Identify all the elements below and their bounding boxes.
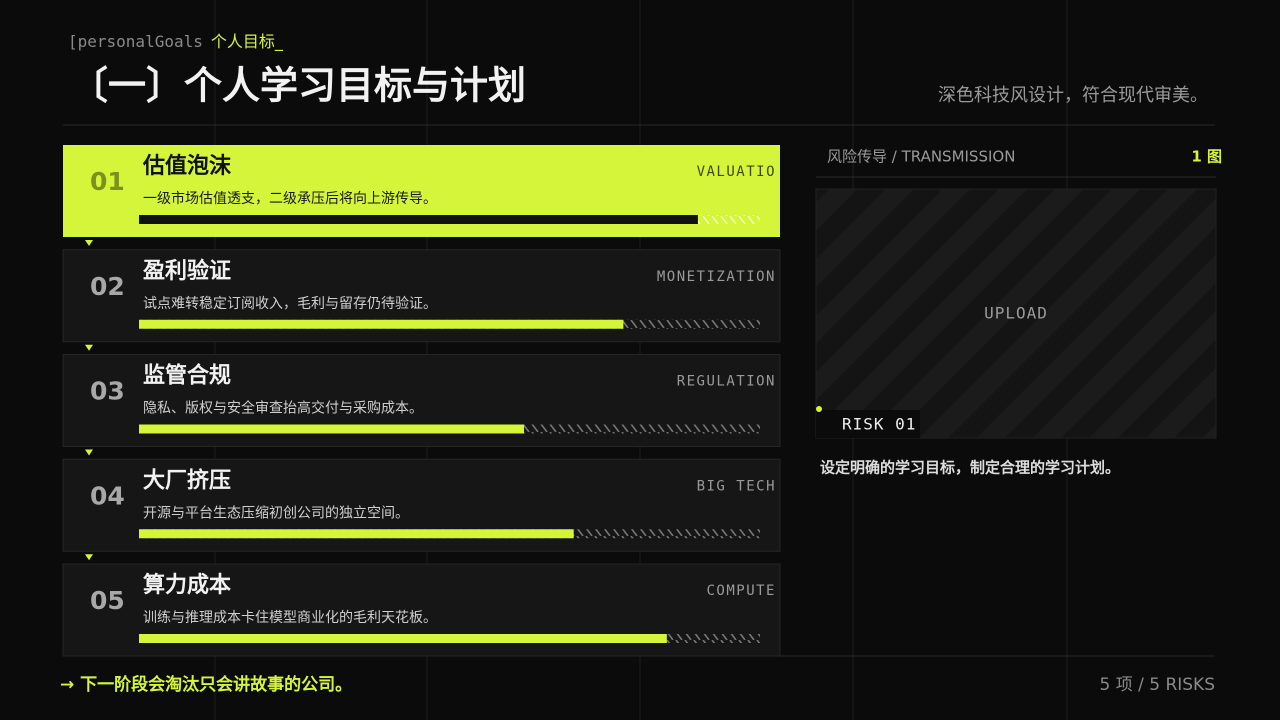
progress-fill (139, 215, 698, 224)
risk-description: 隐私、版权与安全审查抬高交付与采购成本。 (143, 400, 423, 417)
risk-tag: REGULATION (677, 374, 776, 390)
connector-arrow (85, 449, 93, 456)
risk-title: 估值泡沫 (142, 153, 232, 179)
risk-description: 开源与平台生态压缩初创公司的独立空间。 (143, 504, 409, 521)
subtitle: 深色科技风设计，符合现代审美。 (938, 85, 1208, 106)
progress-fill (139, 634, 667, 643)
header-tag: [personalGoals 个人目标_ (68, 32, 284, 52)
tag-text: [personalGoals (68, 32, 203, 51)
progress-fill (139, 424, 525, 434)
risk-number: 01 (90, 167, 125, 196)
badge: RISK 01 (842, 415, 916, 434)
risk-number: 04 (90, 481, 125, 510)
risk-tag: COMPUTE (706, 583, 776, 599)
footer-note: → 下一阶段会淘汰只会讲故事的公司。 (60, 674, 352, 695)
panel-label: 风险传导 / TRANSMISSION (827, 148, 1015, 166)
panel-count: 1 图 (1191, 148, 1222, 166)
risk-description: 一级市场估值透支，二级承压后将向上游传导。 (143, 190, 437, 207)
panel-caption: 设定明确的学习目标，制定合理的学习计划。 (820, 459, 1120, 477)
progress-fill (139, 529, 574, 539)
tag-highlight: 个人目标_ (211, 32, 284, 52)
risk-description: 试点难转稳定订阅收入，毛利与留存仍待验证。 (143, 296, 437, 312)
connector-arrow (85, 240, 93, 246)
risk-number: 02 (90, 272, 125, 301)
upload-area[interactable] (815, 188, 1217, 439)
risk-tag: BIG TECH (697, 478, 776, 494)
risk-title: 盈利验证 (142, 258, 231, 284)
connector-arrow (85, 554, 93, 561)
badge-bg (816, 410, 920, 438)
connector-arrow (85, 344, 93, 351)
risk-title: 算力成本 (143, 572, 231, 598)
risk-title: 监管合规 (143, 363, 231, 389)
risk-tag: MONETIZATION (657, 269, 776, 285)
badge-dot (816, 406, 822, 412)
risk-number: 05 (90, 586, 125, 615)
risk-title: 大厂挤压 (143, 467, 231, 493)
title: 〔一〕个人学习目标与计划 (70, 64, 526, 108)
risk-description: 训练与推理成本卡住模型商业化的毛利天花板。 (143, 610, 437, 626)
upload-placeholder: UPLOAD (984, 304, 1048, 323)
risk-number: 03 (90, 377, 125, 406)
progress-fill (139, 319, 624, 329)
risk-tag: VALUATIO (697, 164, 776, 180)
footer-summary: 5 项 / 5 RISKS (1099, 675, 1215, 695)
